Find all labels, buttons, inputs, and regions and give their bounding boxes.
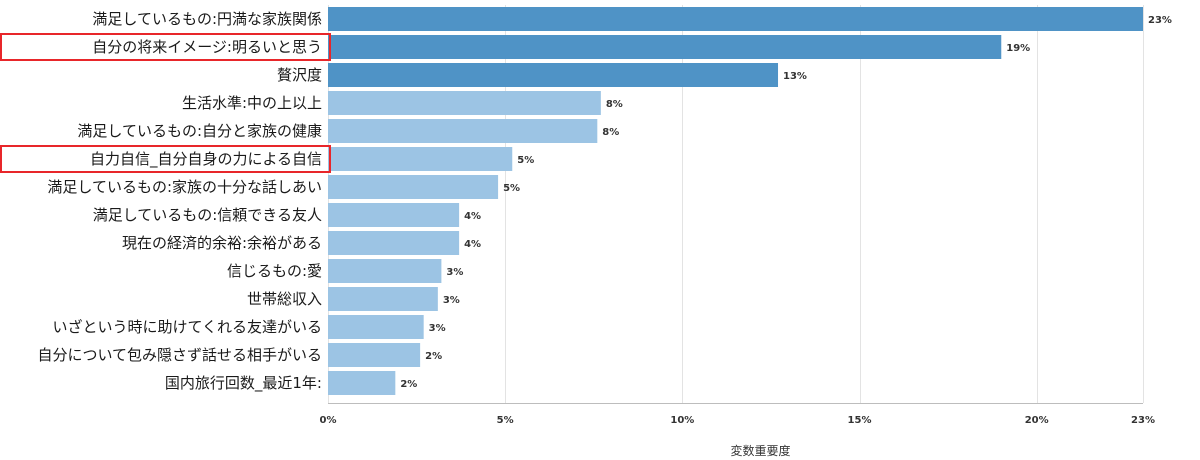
highlight-box — [0, 33, 331, 61]
bar — [328, 35, 1002, 59]
category-label: 現在の経済的余裕:余裕がある — [122, 234, 322, 252]
data-label: 3% — [429, 323, 446, 334]
bar — [328, 315, 424, 339]
x-tick-label: 5% — [497, 415, 514, 426]
bar — [328, 119, 598, 143]
category-label: 自分の将来イメージ:明るいと思う — [92, 38, 322, 56]
category-label: 信じるもの:愛 — [227, 262, 322, 280]
x-tick-label: 20% — [1025, 415, 1049, 426]
category-label: いざという時に助けてくれる友達がいる — [52, 318, 322, 336]
data-label: 23% — [1148, 15, 1172, 26]
category-label: 満足しているもの:家族の十分な話しあい — [47, 178, 322, 196]
data-label: 4% — [464, 239, 481, 250]
x-axis: 0% 5% 10% 15% 20% 23% — [320, 403, 1155, 426]
bar — [328, 259, 442, 283]
bar — [328, 343, 421, 367]
category-label: 満足しているもの:信頼できる友人 — [93, 206, 322, 224]
category-label: 生活水準:中の上以上 — [182, 94, 322, 112]
bar — [328, 287, 438, 311]
data-label: 19% — [1006, 43, 1030, 54]
bars — [328, 7, 1143, 395]
category-labels: 満足しているもの:円満な家族関係自分の将来イメージ:明るいと思う贅沢度生活水準:… — [37, 10, 322, 393]
x-axis-title: 変数重要度 — [730, 443, 790, 458]
bar — [328, 7, 1143, 31]
bar — [328, 147, 513, 171]
bar — [328, 231, 460, 255]
category-label: 贅沢度 — [277, 66, 322, 84]
x-tick-label: 0% — [320, 415, 337, 426]
x-tick-label: 23% — [1131, 415, 1155, 426]
bar — [328, 203, 460, 227]
data-label: 3% — [443, 295, 460, 306]
bar — [328, 91, 601, 115]
data-labels: 23% 19% 13% 8% 8% 5% 5% 4% 4% 3% 3% 3% 2% 2% — [400, 15, 1172, 390]
category-label: 満足しているもの:円満な家族関係 — [92, 10, 322, 28]
x-tick-label: 15% — [848, 415, 872, 426]
category-label: 世帯総収入 — [247, 290, 322, 308]
data-label: 8% — [606, 99, 623, 110]
data-label: 8% — [602, 127, 619, 138]
bar — [328, 175, 499, 199]
data-label: 5% — [517, 155, 534, 166]
category-label: 自力自信_自分自身の力による自信 — [90, 150, 322, 169]
bar — [328, 63, 779, 87]
highlight-box — [0, 145, 331, 173]
category-label: 満足しているもの:自分と家族の健康 — [77, 122, 322, 140]
data-label: 2% — [400, 379, 417, 390]
x-tick-label: 10% — [670, 415, 694, 426]
data-label: 3% — [446, 267, 463, 278]
data-label: 4% — [464, 211, 481, 222]
data-label: 13% — [783, 71, 807, 82]
category-label: 自分について包み隠さず話せる相手がいる — [37, 346, 322, 364]
category-label: 国内旅行回数_最近1年: — [165, 374, 322, 393]
data-label: 5% — [503, 183, 520, 194]
data-label: 2% — [425, 351, 442, 362]
bar — [328, 371, 396, 395]
highlight-boxes — [0, 33, 331, 173]
